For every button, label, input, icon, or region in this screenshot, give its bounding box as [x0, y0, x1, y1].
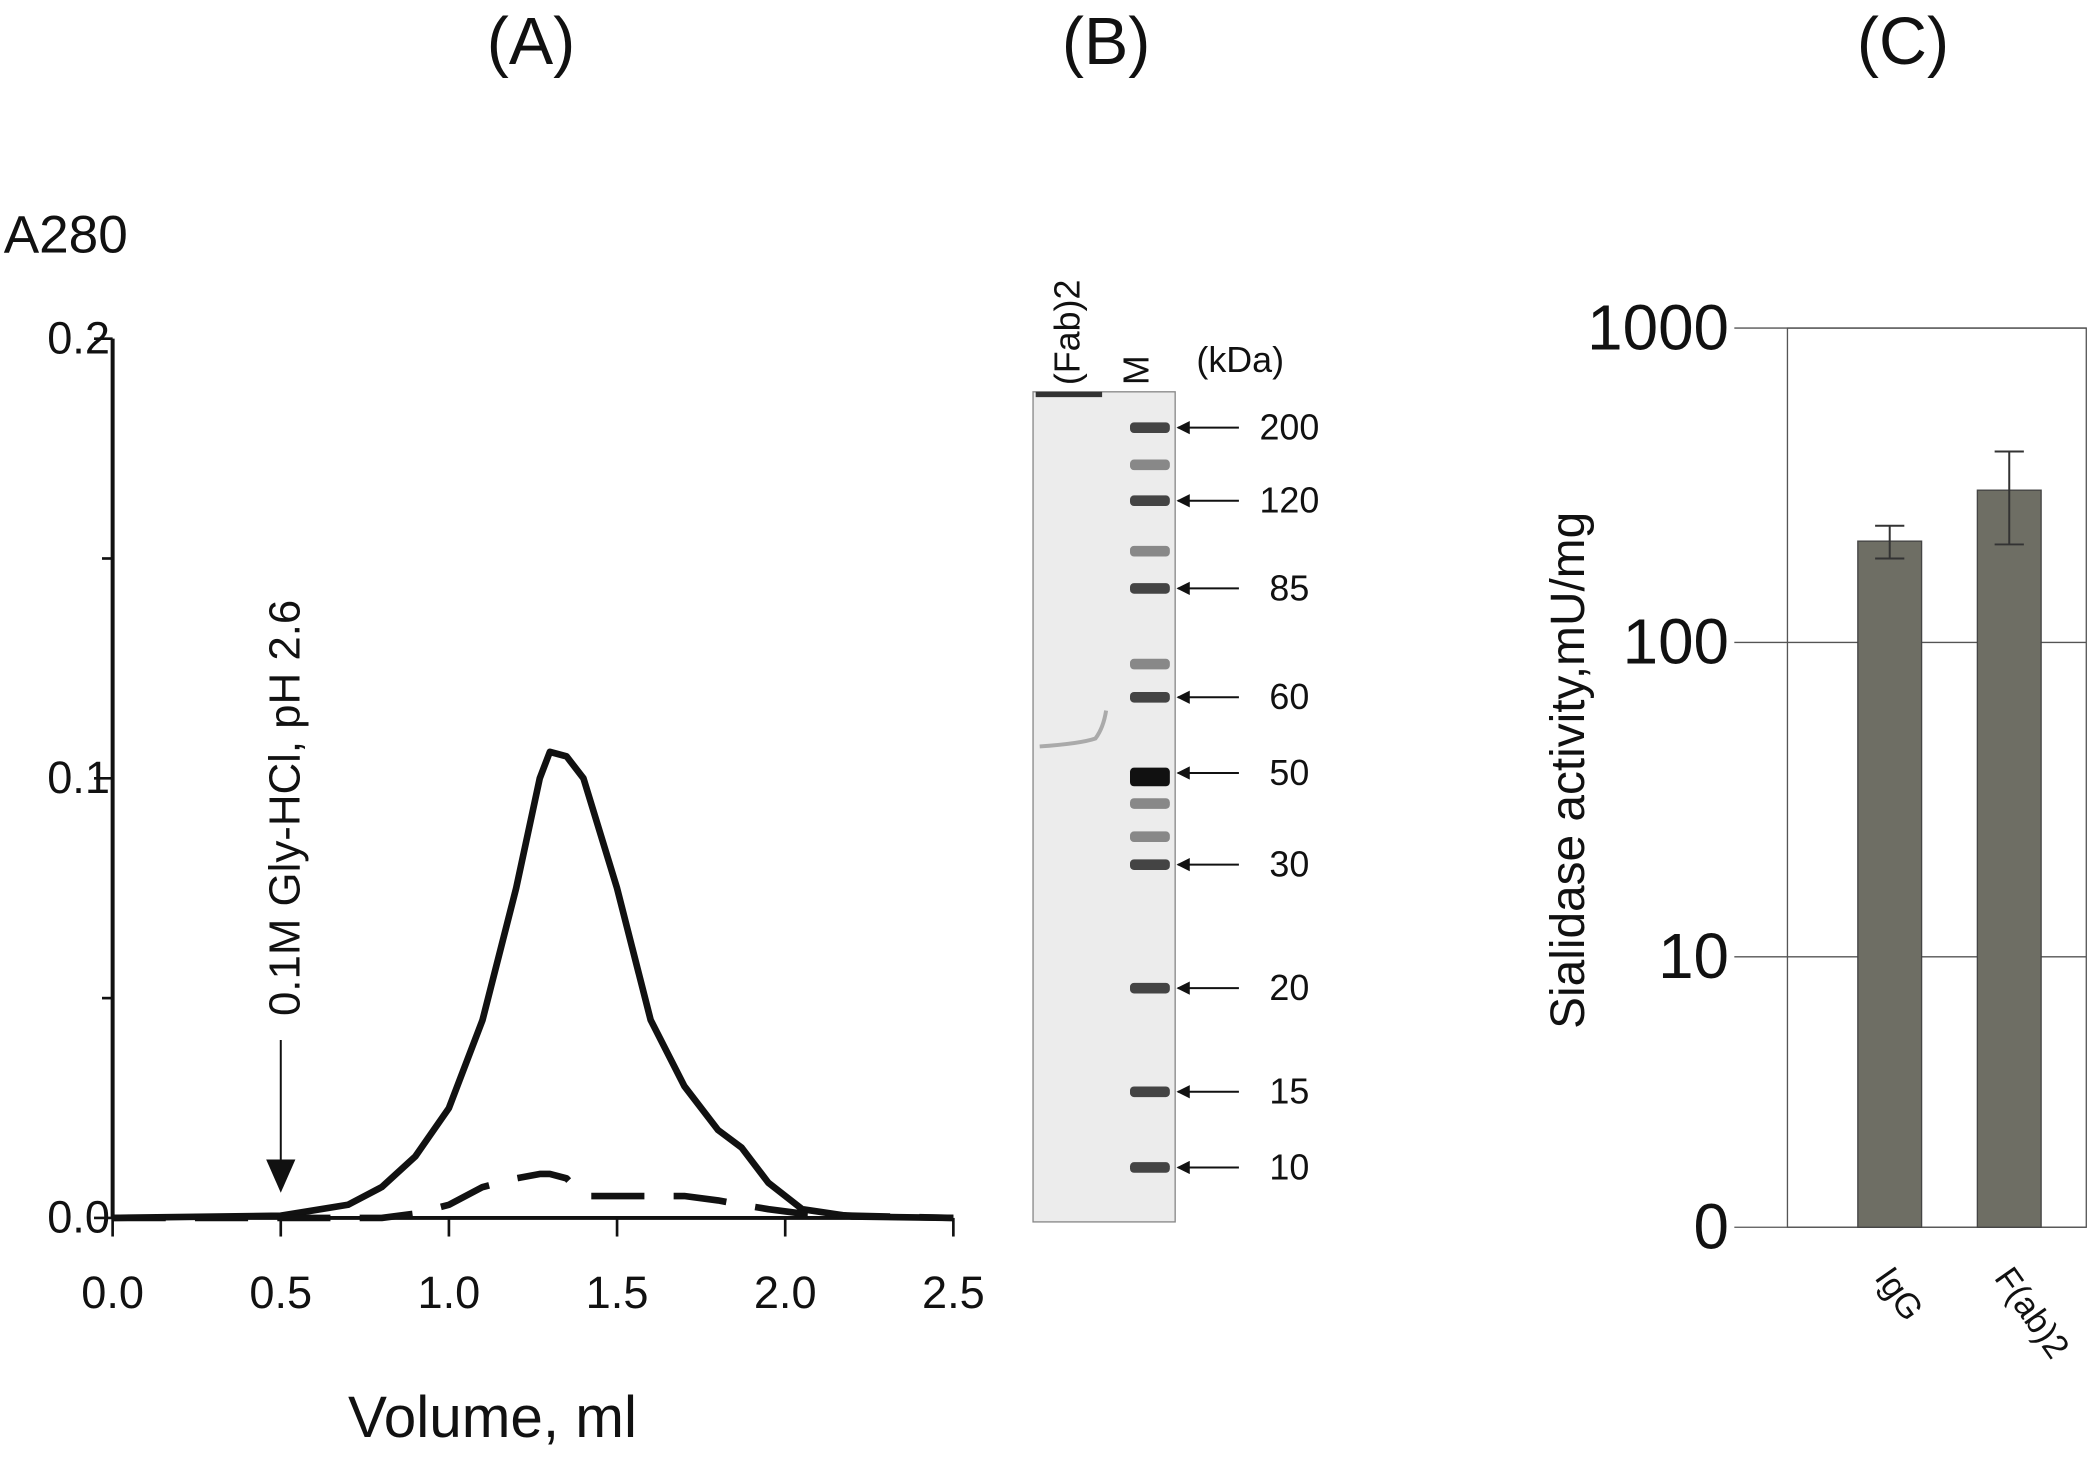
- gel-band: [1130, 831, 1170, 843]
- x-tick-label: 2.0: [754, 1267, 817, 1318]
- marker-label: 10: [1269, 1147, 1309, 1187]
- gel-band: [1130, 422, 1170, 433]
- x-axis-label: Volume, ml: [348, 1385, 637, 1450]
- panel-label: (A): [487, 5, 575, 79]
- x-tick-label: 0.0: [81, 1267, 144, 1318]
- bar: [1976, 489, 2042, 1228]
- y-tick-label: 0.2: [47, 312, 110, 363]
- gel-band: [1130, 459, 1170, 471]
- gel-band: [1130, 798, 1170, 809]
- gel-band: [1130, 658, 1170, 670]
- unit-label: (kDa): [1196, 340, 1284, 380]
- x-tick-label: 1.0: [418, 1267, 481, 1318]
- marker-label: 200: [1259, 408, 1319, 448]
- y-tick-label: 10: [1658, 920, 1729, 992]
- y-tick-label: 0.0: [47, 1192, 110, 1243]
- x-tick-label: 1.5: [586, 1267, 649, 1318]
- marker-label: 120: [1259, 481, 1319, 521]
- y-axis-label: Sialidase activity,mU/mg: [1542, 512, 1595, 1029]
- gel-band: [1130, 583, 1170, 594]
- annotation: 0.1M Gly-HCl, pH 2.6: [260, 600, 309, 1016]
- marker-label: 15: [1269, 1072, 1309, 1112]
- bar: [1857, 540, 1923, 1228]
- gel-band: [1130, 982, 1170, 994]
- gel-band: [1035, 391, 1103, 398]
- x-tick-label: 2.5: [922, 1267, 985, 1318]
- gel-band: [1130, 1162, 1170, 1173]
- gel-band: [1130, 495, 1170, 507]
- y-tick-label: 100: [1623, 606, 1729, 678]
- gel-band: [1130, 691, 1170, 703]
- y-tick-label: 0: [1694, 1190, 1729, 1262]
- x-tick-label: F(ab)2: [1987, 1260, 2076, 1365]
- marker-label: 85: [1269, 568, 1309, 608]
- lane-label: M: [1117, 355, 1157, 385]
- marker-label: 60: [1269, 677, 1309, 717]
- y-tick-label: 0.1: [47, 752, 110, 803]
- y-axis-label: A280: [4, 205, 128, 264]
- annotation-arrowhead: [266, 1159, 296, 1193]
- gel: (Fab)2 M (kDa): [1032, 280, 1284, 1223]
- panel-label: (B): [1062, 5, 1151, 79]
- marker-label: 20: [1269, 968, 1309, 1008]
- lane-label: (Fab)2: [1048, 280, 1088, 386]
- gel-band: [1039, 710, 1109, 749]
- marker-label: 30: [1269, 845, 1309, 885]
- panel-label: (C): [1857, 5, 1949, 79]
- line-series: [112, 748, 954, 1222]
- gel-band: [1130, 1086, 1170, 1098]
- gel-band: [1130, 545, 1170, 557]
- gel-band: [1130, 859, 1170, 870]
- marker-label: 50: [1269, 753, 1309, 793]
- x-tick-label: 0.5: [249, 1267, 312, 1318]
- x-tick-label: IgG: [1867, 1260, 1930, 1327]
- y-tick-label: 1000: [1587, 291, 1729, 363]
- line-series: [112, 1170, 954, 1222]
- gel-band: [1130, 767, 1170, 787]
